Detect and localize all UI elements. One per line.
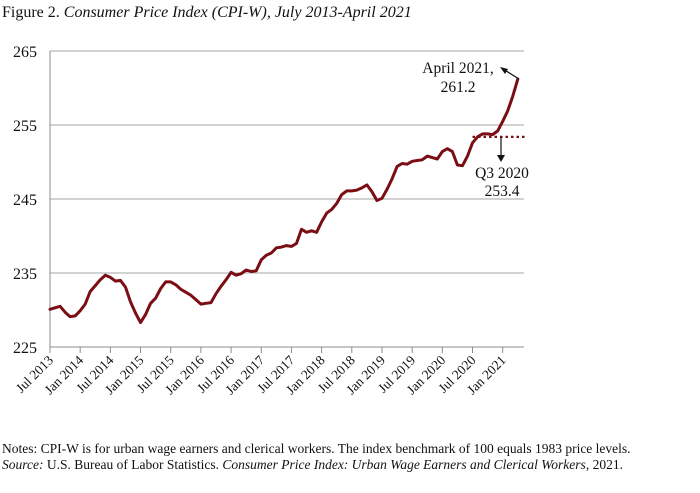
april-annotation-line2: 261.2 — [441, 79, 476, 96]
y-tick-label: 265 — [13, 44, 37, 61]
y-tick-label: 255 — [13, 118, 37, 135]
figure-title-text: Consumer Price Index (CPI-W), July 2013-… — [63, 4, 412, 21]
notes-text: Notes: CPI-W is for urban wage earners a… — [2, 441, 631, 456]
gridlines — [50, 50, 524, 274]
y-tick-label: 235 — [13, 266, 37, 283]
figure-notes: Notes: CPI-W is for urban wage earners a… — [2, 441, 698, 473]
source-label: Source: — [2, 457, 44, 472]
y-axis: 225 235 245 255 265 — [13, 44, 51, 357]
q3-2020-annotation: Q3 2020 253.4 — [475, 137, 529, 200]
source-title: Consumer Price Index: Urban Wage Earners… — [222, 457, 586, 472]
cpi-w-series-line — [48, 77, 520, 325]
y-tick-label: 225 — [13, 340, 37, 357]
figure-label: Figure 2. — [2, 4, 60, 21]
figure-title: Figure 2. Consumer Price Index (CPI-W), … — [2, 4, 412, 22]
april-annotation-line1: April 2021, — [422, 60, 493, 77]
source-text: U.S. Bureau of Labor Statistics. — [43, 457, 223, 472]
q3-annotation-line2: 253.4 — [485, 183, 520, 200]
q3-annotation-line1: Q3 2020 — [475, 165, 529, 182]
q3-arrowhead-icon — [497, 155, 505, 162]
april-arrowhead-icon — [500, 67, 508, 74]
y-tick-label: 245 — [13, 192, 37, 209]
april-2021-annotation: April 2021, 261.2 — [422, 60, 520, 96]
source-year: , 2021. — [585, 457, 623, 472]
source-line: Source: U.S. Bureau of Labor Statistics.… — [2, 457, 698, 473]
